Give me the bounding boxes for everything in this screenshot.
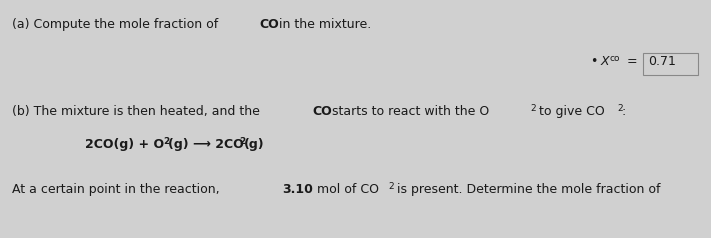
- Text: 2: 2: [388, 182, 394, 191]
- Text: 2: 2: [164, 137, 170, 146]
- Text: :: :: [622, 105, 626, 118]
- Text: CO: CO: [312, 105, 332, 118]
- Text: (g): (g): [244, 138, 264, 151]
- Text: starts to react with the O: starts to react with the O: [328, 105, 489, 118]
- Text: to give CO: to give CO: [535, 105, 604, 118]
- Text: (a) Compute the mole fraction of: (a) Compute the mole fraction of: [12, 18, 223, 31]
- Text: =: =: [623, 55, 641, 68]
- Text: 0.71: 0.71: [648, 55, 676, 68]
- Text: 2: 2: [617, 104, 623, 113]
- Text: co: co: [610, 54, 621, 63]
- Text: mol of CO: mol of CO: [314, 183, 380, 196]
- Text: 2: 2: [530, 104, 536, 113]
- Text: (b) The mixture is then heated, and the: (b) The mixture is then heated, and the: [12, 105, 264, 118]
- Text: CO: CO: [260, 18, 279, 31]
- Text: X: X: [601, 55, 609, 68]
- FancyBboxPatch shape: [643, 53, 698, 75]
- Text: (g) ⟶ 2CO: (g) ⟶ 2CO: [169, 138, 244, 151]
- Text: 2: 2: [239, 137, 245, 146]
- Text: 2CO(g) + O: 2CO(g) + O: [85, 138, 164, 151]
- Text: •: •: [590, 55, 597, 68]
- Text: At a certain point in the reaction,: At a certain point in the reaction,: [12, 183, 224, 196]
- Text: 3.10: 3.10: [282, 183, 313, 196]
- Text: in the mixture.: in the mixture.: [275, 18, 372, 31]
- Text: is present. Determine the mole fraction of: is present. Determine the mole fraction …: [393, 183, 665, 196]
